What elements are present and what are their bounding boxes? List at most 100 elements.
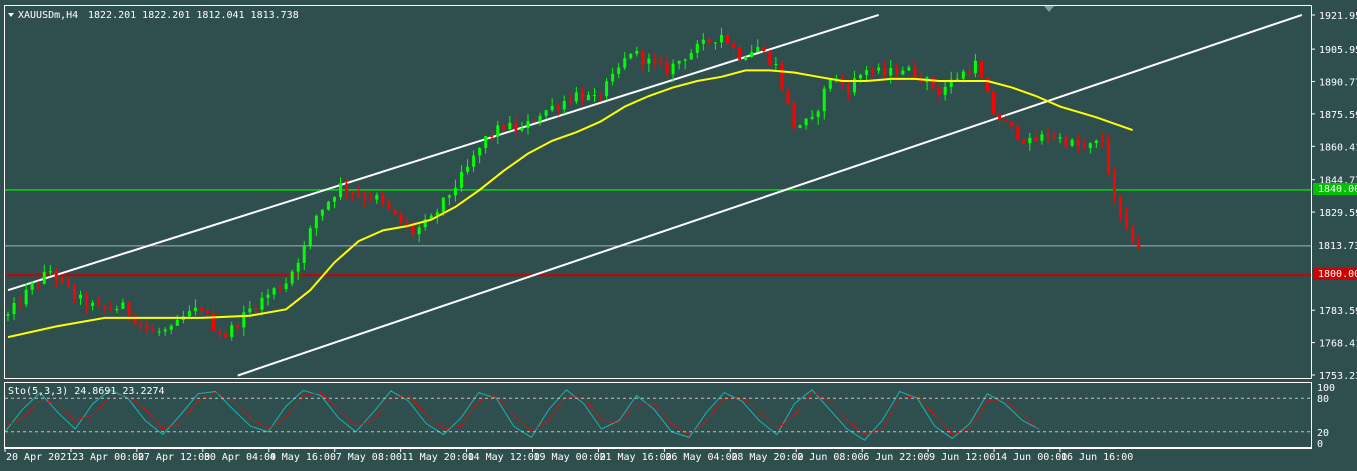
oscillator-tick-label: 20 <box>1317 428 1329 439</box>
candle-body <box>30 282 34 290</box>
candle-body <box>677 60 681 64</box>
candle-body <box>169 325 173 330</box>
candle-body <box>1088 143 1092 148</box>
candle-body <box>586 95 590 101</box>
candle-body <box>333 197 336 202</box>
candle-body <box>719 35 723 43</box>
candle-body <box>97 302 101 306</box>
price-tick-label: 1844.770 <box>1319 176 1357 187</box>
candle-body <box>157 331 161 333</box>
candle-body <box>647 58 651 64</box>
candle-body <box>961 71 965 79</box>
candle-body <box>580 92 584 101</box>
candle-body <box>526 120 530 129</box>
candle-body <box>574 92 578 102</box>
candle-body <box>6 314 10 316</box>
time-tick-label: 14 Jun 00:00 <box>995 452 1067 463</box>
candle-body <box>750 52 754 57</box>
time-tick-label: 26 May 04:00 <box>665 452 737 463</box>
price-tick-label: 1921.950 <box>1319 11 1357 22</box>
candle-body <box>846 84 850 93</box>
candle-body <box>478 147 482 156</box>
price-tick-label: 1860.410 <box>1319 142 1357 153</box>
symbol-label: XAUUSDm,H4 <box>18 10 78 21</box>
candle-body <box>786 89 790 104</box>
oscillator-label: Sto(5,3,3) 24.8691 23.2274 <box>8 386 165 397</box>
time-tick-label: 16 Jun 16:00 <box>1061 452 1133 463</box>
current-price-badge <box>1313 240 1357 252</box>
candle-body <box>254 308 258 310</box>
candle-body <box>320 209 324 216</box>
oscillator-tick-label: 80 <box>1317 394 1329 405</box>
candle-body <box>973 60 977 74</box>
candle-body <box>351 191 355 194</box>
candle-body <box>91 302 95 306</box>
candle-body <box>314 215 318 229</box>
candle-body <box>417 227 421 235</box>
candle-body <box>66 279 70 287</box>
stochastic-signal-line <box>4 391 1041 436</box>
candle-body <box>556 106 560 110</box>
horizontal-levels <box>5 189 1311 277</box>
main-plot-frame <box>4 5 1312 379</box>
stochastic-oscillator <box>4 389 1041 441</box>
candle-body <box>272 288 276 295</box>
candle-body <box>1100 140 1104 142</box>
candle-body <box>502 125 506 130</box>
price-tick-label: 1753.230 <box>1319 371 1357 382</box>
candle-body <box>683 59 687 61</box>
candle-body <box>308 228 312 246</box>
channel-lines[interactable] <box>7 13 1303 377</box>
candle-body <box>883 67 887 76</box>
candle-body <box>816 111 820 117</box>
candle-body <box>459 171 463 188</box>
candle-body <box>617 67 621 74</box>
candle-body <box>659 61 663 63</box>
candle-body <box>12 302 16 315</box>
candle-body <box>671 63 675 75</box>
chart-shift-marker-icon[interactable] <box>1044 6 1054 12</box>
candle-body <box>931 77 935 89</box>
candle-body <box>901 70 905 75</box>
candle-body <box>732 43 736 48</box>
time-tick-label: 28 May 20:00 <box>731 452 803 463</box>
candle-body <box>889 68 893 76</box>
candle-body <box>472 155 476 167</box>
candle-body <box>60 279 64 281</box>
candle-body <box>496 125 500 137</box>
candle-body <box>895 68 899 75</box>
candle-body <box>804 118 808 126</box>
candle-body <box>290 271 294 284</box>
candle-body <box>592 95 596 97</box>
candle-body <box>695 43 699 53</box>
candle-body <box>296 262 300 272</box>
candle-body <box>828 78 832 89</box>
candle-body <box>206 310 210 313</box>
candle-body <box>665 62 669 75</box>
candle-body <box>810 116 814 119</box>
candle-body <box>54 271 58 280</box>
candle-body <box>689 52 693 60</box>
time-tick-label: 11 May 20:00 <box>402 452 474 463</box>
candle-body <box>224 333 228 337</box>
candle-body <box>1106 141 1110 174</box>
candle-body <box>562 100 566 110</box>
candle-body <box>726 35 730 44</box>
time-tick-label: 30 Apr 04:00 <box>204 452 276 463</box>
candle-body <box>907 67 911 71</box>
time-tick-label: 27 Apr 12:00 <box>138 452 210 463</box>
time-tick-label: 9 Jun 12:00 <box>929 452 995 463</box>
collapse-arrow-icon[interactable] <box>8 13 14 17</box>
candle-body <box>738 47 742 60</box>
candle-body <box>792 103 796 128</box>
price-tick-label: 1829.590 <box>1319 208 1357 219</box>
candle-body <box>278 288 282 290</box>
candle-body <box>242 312 246 328</box>
candle-body <box>877 67 881 71</box>
candle-body <box>199 307 203 311</box>
moving-average-line <box>7 69 1133 339</box>
candle-body <box>1046 134 1050 137</box>
candle-body <box>326 201 330 210</box>
